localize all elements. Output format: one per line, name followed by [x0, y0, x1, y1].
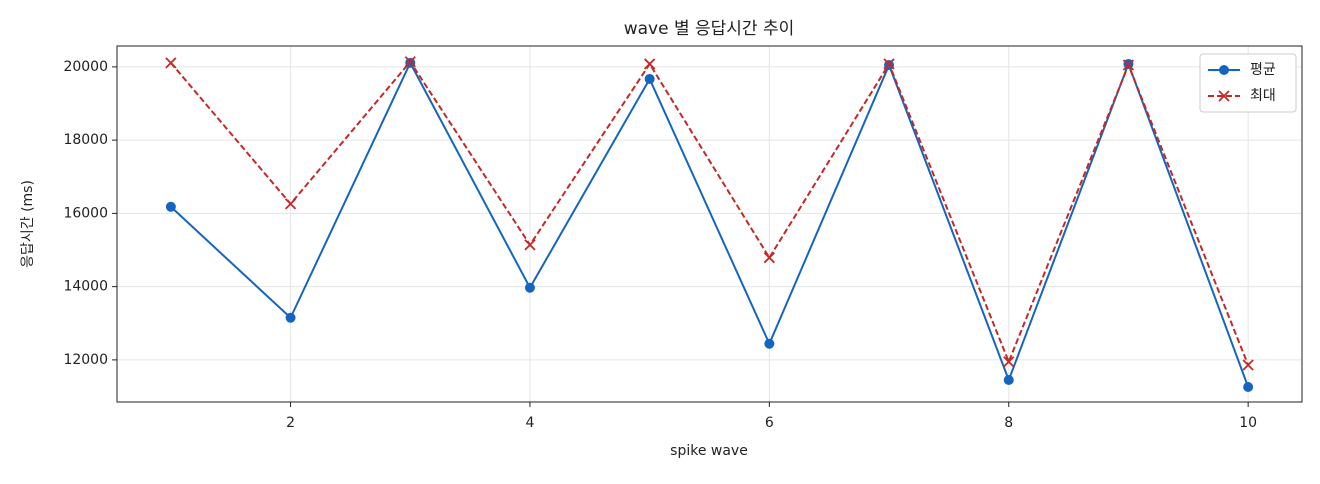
point: [524, 282, 535, 293]
point: [1243, 381, 1254, 392]
x-tick-label: 6: [765, 415, 774, 431]
plot-frame: [116, 45, 1303, 403]
point: [1122, 59, 1135, 71]
y-tick-label: 18000: [63, 132, 108, 148]
point: [644, 73, 655, 84]
y-tick-label: 14000: [63, 279, 108, 295]
chart-title: wave 별 응답시간 추이: [624, 19, 795, 39]
series-line: [170, 60, 1250, 366]
point: [764, 338, 775, 349]
point: [165, 57, 177, 69]
series-line: [170, 60, 1250, 388]
y-tick-label: 16000: [63, 205, 108, 221]
point: [1242, 359, 1254, 371]
legend-box: [1199, 53, 1297, 113]
y-axis-label: 응답시간 (ms): [20, 180, 36, 268]
x-tick-label: 10: [1239, 415, 1257, 431]
point: [524, 239, 536, 251]
point: [284, 198, 297, 210]
legend-marker: [1218, 90, 1230, 102]
point: [165, 201, 176, 212]
point: [285, 312, 296, 323]
point: [1003, 356, 1015, 368]
x-tick-label: 8: [1004, 415, 1013, 431]
x-tick-label: 4: [525, 415, 534, 431]
point: [404, 56, 416, 68]
point: [883, 58, 895, 70]
legend-marker: [1219, 65, 1229, 75]
point: [1003, 375, 1014, 386]
x-tick-label: 2: [286, 415, 295, 431]
legend-label: 최대: [1250, 88, 1276, 104]
x-axis-label: spike wave: [670, 443, 748, 459]
y-tick-label: 12000: [63, 352, 108, 368]
legend-label: 평균: [1250, 62, 1276, 78]
point: [644, 58, 656, 70]
y-tick-label: 20000: [63, 59, 108, 75]
point: [763, 252, 775, 264]
